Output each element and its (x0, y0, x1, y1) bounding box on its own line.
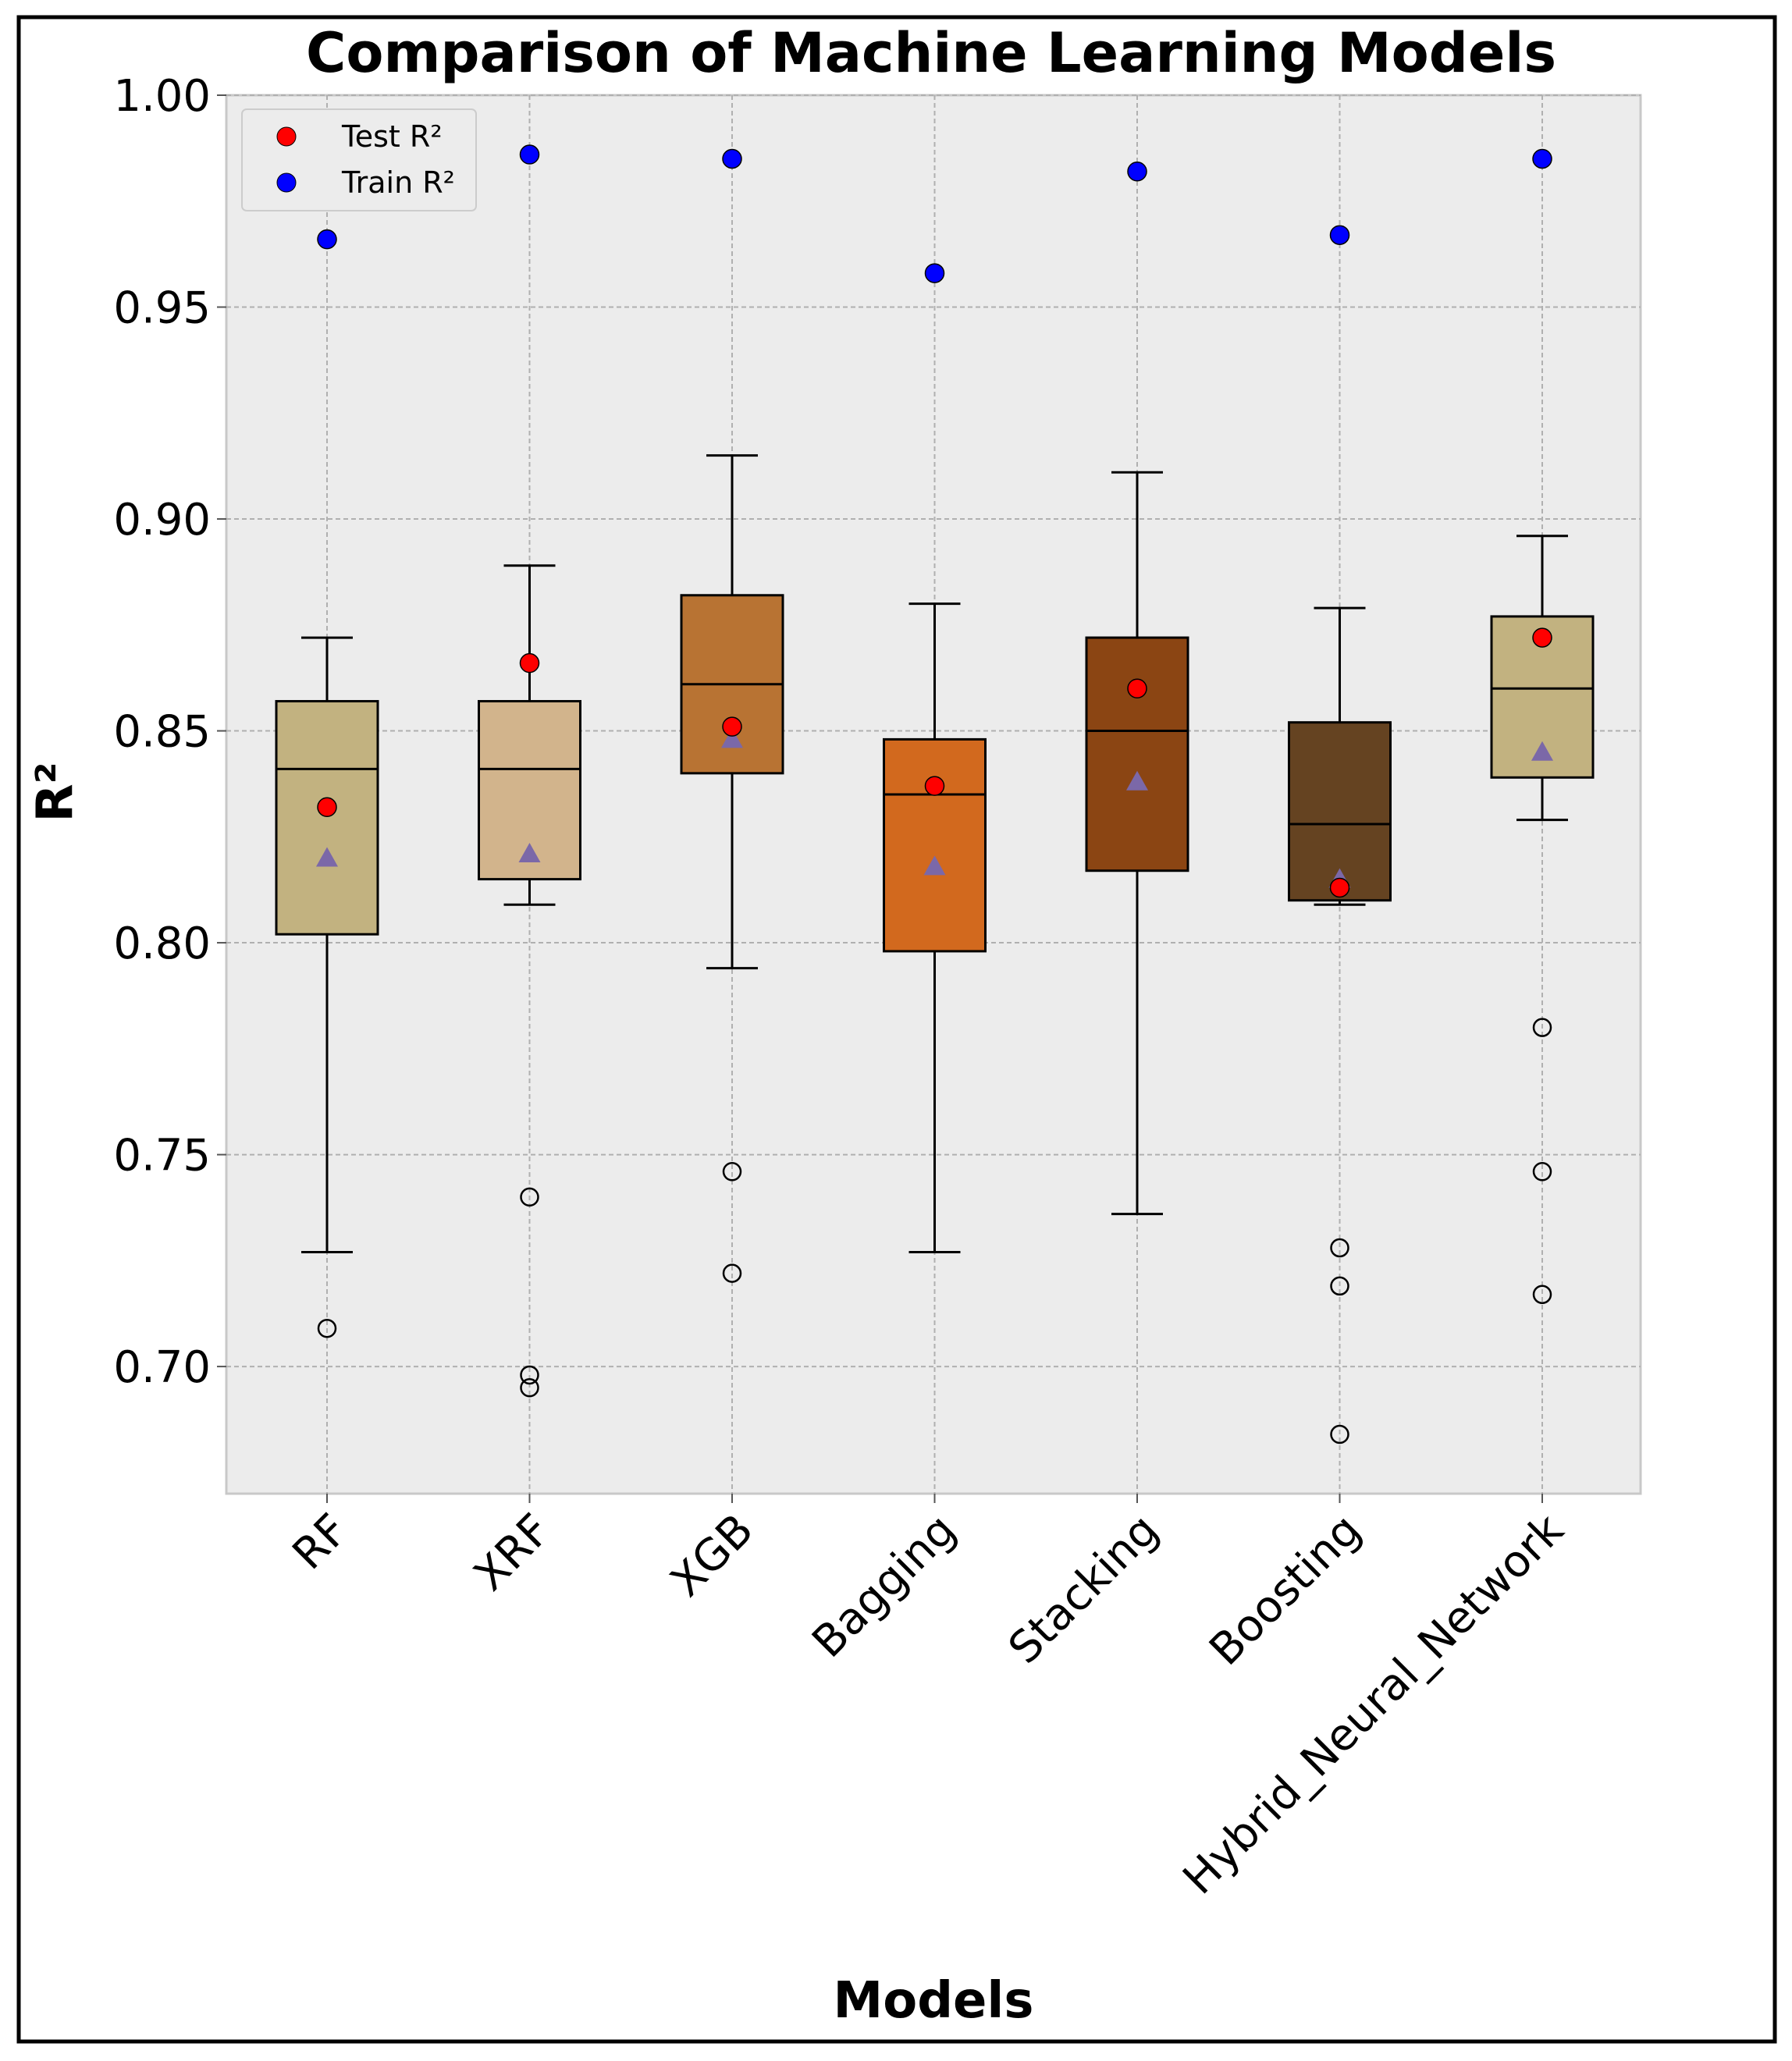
outlier-point (520, 1365, 539, 1385)
mean-marker (1126, 770, 1148, 791)
train-r2-point (1532, 148, 1552, 169)
test-r2-point (1329, 877, 1350, 898)
test-r2-point (317, 797, 337, 818)
chart-title: Comparison of Machine Learning Models (306, 21, 1556, 85)
y-tick-label: 0.85 (113, 707, 211, 758)
legend-test-marker (276, 126, 297, 147)
test-r2-point (519, 652, 540, 673)
box (275, 700, 379, 936)
y-tick-label: 0.90 (113, 495, 211, 545)
outlier-point (722, 1263, 742, 1283)
outlier-point (520, 1187, 539, 1207)
legend-test-label: Test R² (341, 119, 443, 154)
outlier-point (1330, 1276, 1349, 1296)
legend-train-marker (276, 172, 297, 193)
y-tick-label: 0.70 (113, 1342, 211, 1393)
boxplot-rf (275, 636, 379, 1338)
legend-train-label: Train R² (341, 165, 455, 200)
outlier-point (722, 1162, 742, 1182)
boxplot-stacking (1085, 471, 1189, 1216)
y-axis-label: R² (27, 762, 84, 822)
test-r2-point (722, 716, 742, 737)
train-r2-point (722, 148, 742, 169)
mean-marker (518, 843, 541, 863)
outlier-point (1532, 1285, 1552, 1305)
train-r2-point (519, 144, 540, 165)
y-axis-ticks: 0.70 0.75 0.80 0.85 0.90 0.95 1.00 (113, 71, 226, 1393)
test-r2-point (1532, 627, 1552, 648)
boxplot-bagging (883, 602, 987, 1253)
test-r2-point (1127, 678, 1147, 698)
train-r2-point (317, 229, 337, 250)
train-r2-point (924, 263, 945, 283)
legend: Test R² Train R² (241, 108, 477, 211)
train-r2-point (1329, 225, 1350, 245)
box (1085, 636, 1189, 872)
outlier-point (1330, 1424, 1349, 1444)
boxplots (275, 454, 1595, 1444)
outlier-point (1532, 1162, 1552, 1182)
y-tick-label: 0.80 (113, 919, 211, 969)
legend-frame (241, 108, 477, 211)
outlier-point (1532, 1018, 1552, 1037)
x-axis-label: Models (834, 1972, 1034, 2030)
mean-marker (721, 728, 743, 748)
markers (316, 144, 1553, 898)
outlier-point (317, 1318, 337, 1338)
test-r2-point (924, 776, 945, 796)
y-tick-label: 0.95 (113, 283, 211, 334)
mean-marker (923, 855, 946, 876)
y-tick-label: 1.00 (113, 71, 211, 122)
y-tick-label: 0.75 (113, 1131, 211, 1182)
train-r2-point (1127, 161, 1147, 182)
mean-marker (1531, 741, 1553, 761)
box (883, 737, 987, 953)
outlier-point (1330, 1238, 1349, 1258)
mean-marker (316, 847, 338, 867)
outlier-point (520, 1377, 539, 1398)
